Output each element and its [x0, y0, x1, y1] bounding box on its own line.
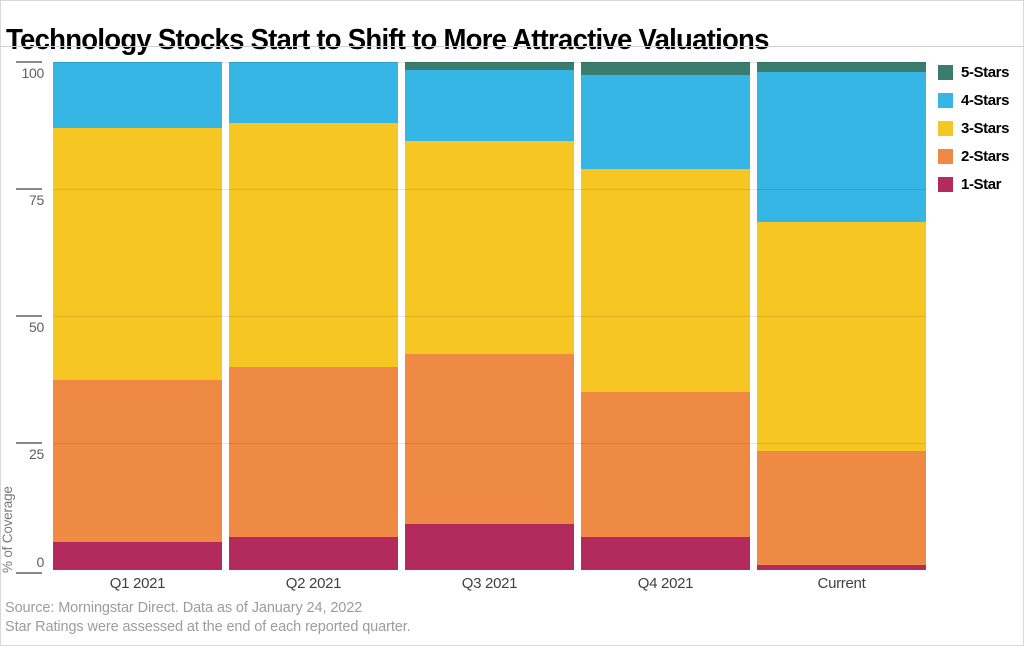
y-tick-label: 50 [29, 319, 44, 335]
stacked-bar-current [757, 62, 926, 570]
y-axis: 0 25 50 75 100 [0, 61, 52, 576]
stacked-bar-q3-2021 [405, 62, 574, 570]
legend-item-2-stars: 2-Stars [938, 147, 1010, 165]
segment-2-stars [405, 354, 574, 525]
legend-swatch-icon [938, 120, 953, 136]
y-tick-mark [16, 442, 42, 444]
legend-swatch-icon [938, 176, 953, 192]
y-tick-mark [16, 61, 42, 63]
segment-5-stars [581, 62, 750, 75]
segment-2-stars [229, 366, 398, 537]
footnote-text: Star Ratings were assessed at the end of… [5, 619, 411, 635]
segment-3-stars [405, 140, 574, 355]
legend-label: 1-Star [961, 175, 1002, 193]
plot-area [53, 62, 926, 570]
segment-3-stars [229, 122, 398, 367]
x-axis: Q1 2021 Q2 2021 Q3 2021 Q4 2021 Current [53, 575, 926, 593]
segment-1-star [229, 536, 398, 570]
legend-item-5-stars: 5-Stars [938, 63, 1010, 81]
segment-3-stars [53, 128, 222, 380]
y-tick-label: 0 [36, 554, 45, 570]
legend-swatch-icon [938, 64, 953, 80]
segment-1-star [405, 524, 574, 570]
segment-2-stars [581, 392, 750, 537]
segment-5-stars [757, 62, 926, 73]
y-tick-label: 100 [21, 65, 45, 81]
legend-item-3-stars: 3-Stars [938, 119, 1010, 137]
y-tick-mark [16, 315, 42, 317]
y-axis-label: % of Coverage [0, 486, 15, 573]
segment-4-stars [53, 62, 222, 129]
stacked-bar-q2-2021 [229, 62, 398, 570]
segment-1-star [53, 542, 222, 570]
x-tick-label-q4-2021: Q4 2021 [637, 575, 694, 592]
gridline-75 [53, 189, 926, 190]
segment-4-stars [405, 69, 574, 141]
segment-4-stars [229, 62, 398, 123]
x-tick-label-q2-2021: Q2 2021 [285, 575, 342, 592]
x-tick-label-current: Current [817, 575, 866, 592]
y-tick-mark [16, 188, 42, 190]
title-divider [0, 46, 1024, 47]
gridline-100 [53, 62, 926, 63]
segment-1-star [581, 536, 750, 570]
legend-label: 2-Stars [961, 147, 1010, 165]
legend-item-4-stars: 4-Stars [938, 91, 1010, 109]
stacked-bar-q1-2021 [53, 62, 222, 570]
legend-item-1-star: 1-Star [938, 175, 1002, 193]
legend-swatch-icon [938, 92, 953, 108]
legend-swatch-icon [938, 148, 953, 164]
chart-title: Technology Stocks Start to Shift to More… [6, 24, 769, 57]
x-tick-label-q3-2021: Q3 2021 [461, 575, 518, 592]
legend-label: 3-Stars [961, 119, 1010, 137]
legend-label: 5-Stars [961, 63, 1010, 81]
segment-3-stars [581, 168, 750, 393]
segment-3-stars [757, 222, 926, 451]
source-text: Source: Morningstar Direct. Data as of J… [5, 600, 363, 616]
segment-5-stars [405, 62, 574, 70]
gridline-25 [53, 443, 926, 444]
y-tick-label: 75 [29, 192, 44, 208]
gridline-50 [53, 316, 926, 317]
x-tick-label-q1-2021: Q1 2021 [109, 575, 166, 592]
segment-1-star [757, 564, 926, 570]
segment-4-stars [581, 74, 750, 169]
legend-label: 4-Stars [961, 91, 1010, 109]
y-tick-mark [16, 572, 42, 574]
segment-2-stars [53, 379, 222, 543]
y-tick-label: 25 [29, 446, 44, 462]
stacked-bar-q4-2021 [581, 62, 750, 570]
segment-4-stars [757, 72, 926, 223]
segment-2-stars [757, 450, 926, 565]
